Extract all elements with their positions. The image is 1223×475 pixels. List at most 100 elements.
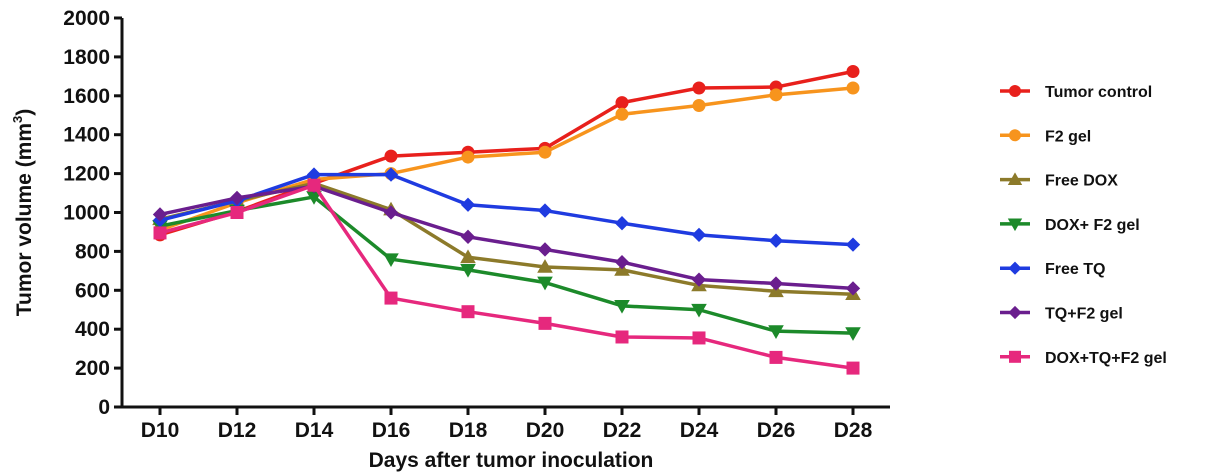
series-free-tq (152, 167, 861, 252)
legend-swatch-marker (1007, 172, 1023, 185)
legend-label: TQ+F2 gel (1045, 306, 1123, 323)
y-tick-label: 800 (75, 240, 110, 263)
data-point-free-dox (460, 249, 476, 264)
y-axis-title-end: ) (13, 109, 36, 116)
data-point-tq-f2-gel (229, 190, 245, 206)
legend-swatch-marker (1009, 85, 1021, 97)
legend-item-f2-gel: F2 gel (1000, 128, 1091, 145)
data-point-tq-f2-gel (460, 229, 476, 244)
data-point-tq-f2-gel (537, 242, 553, 257)
data-point-dox-tq-f2-gel (461, 305, 475, 319)
data-point-tq-f2-gel (614, 254, 630, 270)
data-point-free-tq (768, 233, 784, 248)
data-point-tq-f2-gel (845, 281, 861, 296)
legend-label: Free DOX (1045, 173, 1118, 190)
data-point-free-dox (537, 259, 553, 273)
data-point-free-tq (537, 203, 553, 218)
x-tick-label: D24 (680, 419, 719, 442)
legend-item-tumor-control: Tumor control (1000, 84, 1152, 101)
data-point-dox-tq-f2-gel (153, 226, 167, 240)
x-tick-label: D20 (526, 419, 565, 442)
data-point-dox-f2-gel (768, 325, 784, 339)
data-point-dox-f2-gel (383, 253, 399, 267)
series-line-tq-f2-gel (159, 184, 854, 291)
data-point-free-tq (460, 197, 476, 212)
y-tick-label: 1000 (63, 202, 110, 225)
y-tick-label: 1200 (63, 163, 110, 186)
data-point-dox-f2-gel (537, 276, 553, 291)
data-point-f2-gel (615, 107, 629, 121)
data-point-dox-f2-gel (691, 303, 707, 318)
legend-label: DOX+TQ+F2 gel (1045, 350, 1167, 367)
data-point-tumor-control (384, 149, 398, 163)
data-point-f2-gel (692, 99, 706, 113)
y-tick-label: 400 (75, 318, 110, 341)
data-point-f2-gel (538, 145, 552, 159)
y-axis-title-superscript: 3 (10, 116, 25, 123)
legend-swatch-marker (1009, 129, 1021, 142)
legend-swatch-marker (1008, 261, 1022, 275)
series-line-free-tq (159, 172, 854, 247)
data-point-dox-tq-f2-gel (307, 178, 321, 192)
legend-swatch-marker (1009, 350, 1021, 363)
legend: Tumor control F2 gel Free DOX DOX+ F2 gel Fr… (1000, 84, 1167, 367)
data-point-free-tq (845, 237, 861, 252)
legend-swatch-marker (1008, 305, 1022, 320)
legend-label: F2 gel (1045, 128, 1091, 145)
x-tick-label: D22 (603, 419, 642, 442)
y-tick-label: 1800 (63, 46, 110, 69)
series-tq-f2-gel (152, 179, 861, 296)
data-point-tumor-control (615, 96, 629, 110)
legend-label: DOX+ F2 gel (1045, 217, 1140, 234)
y-axis-title-main: Tumor volume (mm (13, 123, 36, 316)
data-point-f2-gel (769, 88, 783, 102)
y-tick-label: 1400 (63, 124, 110, 147)
y-tick-label: 1600 (63, 85, 110, 108)
legend-item-dox-f2-gel: DOX+ F2 gel (1000, 217, 1140, 234)
legend-label: Free TQ (1045, 261, 1105, 278)
data-point-tq-f2-gel (768, 276, 784, 291)
data-point-dox-tq-f2-gel (846, 361, 860, 375)
data-point-tq-f2-gel (691, 272, 707, 287)
x-tick-label: D26 (757, 419, 796, 442)
series-line-dox-f2-gel (159, 195, 854, 335)
data-point-free-tq (614, 216, 630, 231)
series-line-dox-tq-f2-gel (159, 183, 854, 370)
data-point-free-tq (383, 167, 399, 182)
axes: 0 200 400 600 800 1000 1200 1400 1600 1800 2000 D1… (63, 7, 890, 442)
data-point-dox-tq-f2-gel (769, 350, 783, 364)
data-point-tumor-control (846, 64, 860, 78)
y-tick-label: 0 (98, 396, 110, 419)
legend-item-dox-tq-f2-gel: DOX+TQ+F2 gel (1000, 350, 1167, 367)
y-ticks: 0 200 400 600 800 1000 1200 1400 1600 1800 2000 (63, 7, 122, 419)
x-axis-title: Days after tumor inoculation (369, 449, 654, 472)
data-point-f2-gel (461, 150, 475, 164)
legend-item-tq-f2-gel: TQ+F2 gel (1000, 306, 1123, 323)
y-tick-label: 600 (75, 279, 110, 302)
data-point-dox-tq-f2-gel (538, 316, 552, 330)
legend-label: Tumor control (1045, 84, 1152, 101)
data-point-free-tq (691, 227, 707, 243)
data-point-dox-tq-f2-gel (692, 331, 706, 345)
series-dox-tq-f2-gel (153, 178, 860, 375)
series-f2-gel (153, 81, 860, 237)
data-point-dox-tq-f2-gel (230, 206, 244, 219)
data-point-f2-gel (846, 81, 860, 95)
data-point-dox-f2-gel (306, 191, 322, 205)
x-tick-label: D12 (218, 419, 257, 442)
data-point-dox-f2-gel (845, 327, 861, 341)
x-tick-label: D14 (295, 419, 334, 442)
x-tick-label: D10 (141, 419, 180, 442)
legend-swatch-marker (1007, 218, 1023, 232)
x-tick-label: D28 (834, 419, 873, 442)
legend-item-free-tq: Free TQ (1000, 261, 1105, 278)
x-tick-label: D18 (449, 419, 488, 442)
data-point-dox-tq-f2-gel (384, 291, 398, 305)
x-tick-label: D16 (372, 419, 411, 442)
y-tick-label: 200 (75, 357, 110, 380)
series-group (152, 64, 861, 375)
data-point-dox-f2-gel (460, 264, 476, 278)
data-point-free-tq (306, 167, 322, 182)
data-point-tq-f2-gel (383, 205, 399, 220)
